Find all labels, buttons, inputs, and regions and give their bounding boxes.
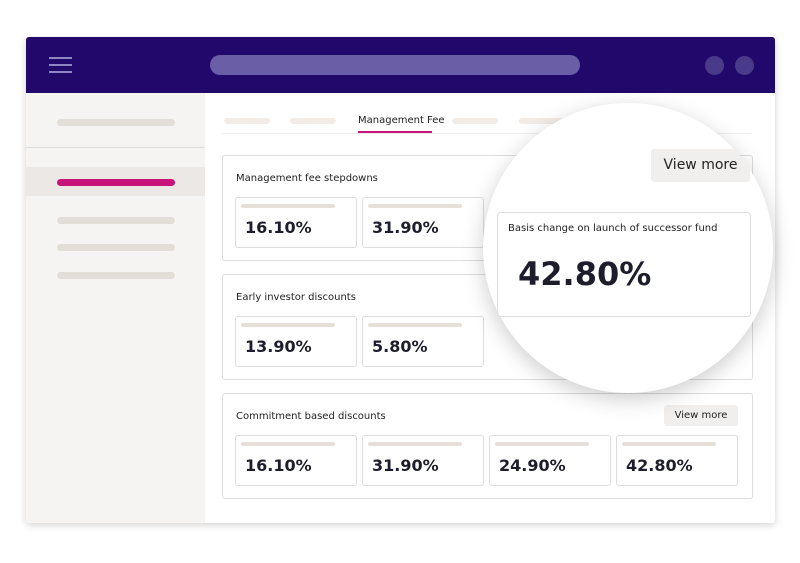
tab[interactable] — [452, 118, 498, 124]
card-value: 5.80% — [372, 337, 428, 356]
menu-icon[interactable] — [49, 57, 72, 59]
card-value: 31.90% — [372, 456, 439, 475]
card-value: 24.90% — [499, 456, 566, 475]
tab[interactable] — [290, 118, 336, 124]
sidebar — [26, 93, 205, 523]
card-value: 42.80% — [518, 255, 652, 293]
card: 16.10% — [235, 197, 357, 248]
card-label-placeholder — [368, 442, 462, 446]
card-value: 31.90% — [372, 218, 439, 237]
divider — [26, 147, 205, 148]
search-bar[interactable] — [210, 55, 580, 75]
card-label-placeholder — [368, 323, 462, 327]
card-label-placeholder — [241, 442, 335, 446]
card-value: 42.80% — [626, 456, 693, 475]
nav-item-active[interactable] — [57, 179, 175, 186]
section-title: Commitment based discounts — [236, 411, 386, 422]
view-more-button[interactable]: View more — [651, 149, 750, 182]
card: 31.90% — [362, 197, 484, 248]
card: 16.10% — [235, 435, 357, 486]
nav-item[interactable] — [57, 217, 175, 224]
top-bar — [26, 37, 775, 93]
card-label-placeholder — [241, 204, 335, 208]
tab[interactable] — [224, 118, 270, 124]
card-value: 16.10% — [245, 218, 312, 237]
card: 31.90% — [362, 435, 484, 486]
card-value: 16.10% — [245, 456, 312, 475]
card: 13.90% — [235, 316, 357, 367]
card-label-placeholder — [368, 204, 462, 208]
card-label-placeholder — [622, 442, 716, 446]
card: 24.90% — [489, 435, 611, 486]
section: Commitment based discounts View more 16.10… — [222, 393, 753, 499]
view-more-button[interactable]: View more — [664, 405, 738, 426]
nav-item[interactable] — [57, 244, 175, 251]
avatar[interactable] — [705, 56, 724, 75]
tab-active[interactable]: Management Fee — [358, 115, 445, 126]
card: 5.80% — [362, 316, 484, 367]
nav-item[interactable] — [57, 272, 175, 279]
card-value: 13.90% — [245, 337, 312, 356]
card-label: Basis change on launch of successor fund — [508, 223, 718, 234]
magnifier: View more Basis change on launch of succ… — [483, 103, 773, 393]
menu-icon[interactable] — [49, 71, 72, 73]
section-title: Early investor discounts — [236, 292, 356, 303]
card-label-placeholder — [241, 323, 335, 327]
nav-item[interactable] — [57, 119, 175, 126]
menu-icon[interactable] — [49, 64, 72, 66]
tab-rule — [222, 133, 751, 134]
card-label-placeholder — [495, 442, 589, 446]
tab[interactable] — [519, 118, 565, 124]
avatar[interactable] — [735, 56, 754, 75]
section-title: Management fee stepdowns — [236, 173, 378, 184]
card: Basis change on launch of successor fund… — [497, 212, 751, 317]
card: 42.80% — [616, 435, 738, 486]
tab-underline — [358, 131, 432, 133]
